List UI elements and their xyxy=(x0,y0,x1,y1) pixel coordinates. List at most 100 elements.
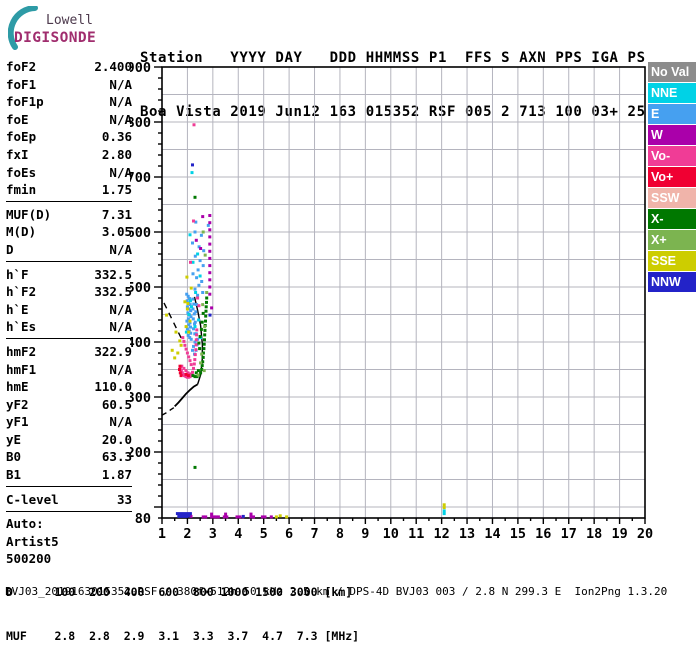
param-value: N/A xyxy=(109,414,132,430)
x-axis-label: 18 xyxy=(586,526,602,542)
param-label: yF2 xyxy=(6,396,29,412)
profile-line xyxy=(193,296,204,385)
param-row-hes: h`Es N/A xyxy=(6,318,132,336)
param-value: 2.400 xyxy=(94,59,132,74)
legend-item-vo+: Vo+ xyxy=(648,167,696,187)
y-axis-label: 900 xyxy=(130,60,151,76)
legend-item-w: W xyxy=(648,125,696,145)
param-row-hmf1: hmF1 N/A xyxy=(6,361,132,379)
param-value: 3.05 xyxy=(101,224,132,240)
echo-type-legend: No Val NNE E W Vo- Vo+ SSW X- X+ SSE NNW xyxy=(648,62,696,293)
x-axis-label: 15 xyxy=(510,526,526,542)
param-value: 60.5 xyxy=(101,396,132,412)
param-row-hf2: h`F2 332.5 xyxy=(6,283,132,301)
x-axis-label: 3 xyxy=(209,526,217,542)
param-label: h`F2 xyxy=(6,284,37,300)
param-row-he: h`E N/A xyxy=(6,301,132,319)
param-label: foEp xyxy=(6,129,37,145)
param-separator xyxy=(6,261,132,263)
y-axis-label: 400 xyxy=(130,335,151,351)
y-axis-label: 200 xyxy=(130,445,151,461)
profile-line xyxy=(174,383,199,408)
param-separator xyxy=(6,486,132,488)
param-label: foEs xyxy=(6,164,37,180)
x-axis-label: 1 xyxy=(158,526,166,542)
legend-item-vo-: Vo- xyxy=(648,146,696,166)
logo-text-lowell: Lowell xyxy=(46,13,93,28)
param-label: M(D) xyxy=(6,224,37,240)
param-value: 63.3 xyxy=(101,449,132,465)
param-separator xyxy=(6,338,132,340)
param-row-fof1p: foF1p N/A xyxy=(6,93,132,111)
param-footer-line: Artist5 xyxy=(6,533,59,549)
param-label: B0 xyxy=(6,449,22,465)
param-value: N/A xyxy=(109,301,132,317)
y-axis-label: 700 xyxy=(130,170,151,186)
param-row-yf1: yF1 N/A xyxy=(6,413,132,431)
param-value: 322.9 xyxy=(94,343,132,359)
param-row-yf2: yF2 60.5 xyxy=(6,396,132,414)
param-row-fmin: fmin 1.75 xyxy=(6,181,132,199)
x-axis-label: 10 xyxy=(383,526,399,542)
param-label: yF1 xyxy=(6,414,29,430)
param-value: 1.87 xyxy=(101,467,132,483)
legend-item-nnw: NNW xyxy=(648,272,696,292)
echo-points-layer xyxy=(165,123,446,519)
param-value: 1.75 xyxy=(101,182,132,198)
param-label: foF1 xyxy=(6,76,37,92)
profile-line xyxy=(161,406,175,416)
param-label: hmF1 xyxy=(6,361,37,377)
param-row-fxi: fxI 2.80 xyxy=(6,146,132,164)
param-row-fof1: foF1 N/A xyxy=(6,76,132,94)
param-value: N/A xyxy=(109,361,132,377)
legend-item-x+: X+ xyxy=(648,230,696,250)
param-label: h`Es xyxy=(6,319,37,335)
x-axis-label: 13 xyxy=(459,526,475,542)
param-value: N/A xyxy=(109,241,132,257)
legend-item-nne: NNE xyxy=(648,83,696,103)
logo-text-digisonde: DIGISONDE xyxy=(14,30,96,46)
param-footer-line: 500200 xyxy=(6,551,52,567)
plot-gridlines xyxy=(162,67,645,518)
param-row-foes: foEs N/A xyxy=(6,164,132,182)
param-row-ye: yE 20.0 xyxy=(6,431,132,449)
x-axis-label: 20 xyxy=(637,526,653,542)
x-axis-label: 8 xyxy=(336,526,344,542)
digisonde-logo-icon: Lowell DIGISONDE xyxy=(7,5,96,50)
param-value: N/A xyxy=(109,76,132,92)
param-value: 332.5 xyxy=(94,284,132,300)
muf-distance-table: D 100 200 400 600 800 1000 1500 3000 [km… xyxy=(6,556,359,658)
param-label: MUF(D) xyxy=(6,206,52,222)
station-header-columns: Station YYYY DAY DDD HHMMSS P1 FFS S AXN… xyxy=(140,50,646,66)
param-row-d: D N/A xyxy=(6,241,132,259)
param-row-b0: B0 63.3 xyxy=(6,448,132,466)
x-axis-label: 6 xyxy=(285,526,293,542)
param-separator xyxy=(6,510,132,512)
param-value: 332.5 xyxy=(94,266,132,282)
param-label: C-level xyxy=(6,491,59,507)
param-row-mufd: MUF(D) 7.31 xyxy=(6,206,132,224)
x-axis-label: 5 xyxy=(260,526,268,542)
x-axis-label: 14 xyxy=(484,526,500,542)
x-axis-label: 9 xyxy=(361,526,369,542)
param-label: hmF2 xyxy=(6,343,37,359)
x-axis-label: 4 xyxy=(234,526,242,542)
profile-line xyxy=(163,302,184,343)
param-value: N/A xyxy=(109,94,132,110)
x-axis-label: 17 xyxy=(561,526,577,542)
y-axis-label: 300 xyxy=(130,390,151,406)
param-row-foep: foEp 0.36 xyxy=(6,128,132,146)
y-axis-label: 500 xyxy=(130,280,151,296)
param-value: 33 xyxy=(116,491,132,507)
x-axis-label: 19 xyxy=(611,526,627,542)
param-label: hmE xyxy=(6,379,29,395)
param-row-foe: foE N/A xyxy=(6,111,132,129)
legend-item-noval: No Val xyxy=(648,62,696,82)
param-value: 7.31 xyxy=(101,206,132,222)
param-label: B1 xyxy=(6,467,22,483)
param-value: N/A xyxy=(109,111,132,127)
param-row-hmf2: hmF2 322.9 xyxy=(6,343,132,361)
legend-item-ssw: SSW xyxy=(648,188,696,208)
x-axis-label: 12 xyxy=(433,526,449,542)
